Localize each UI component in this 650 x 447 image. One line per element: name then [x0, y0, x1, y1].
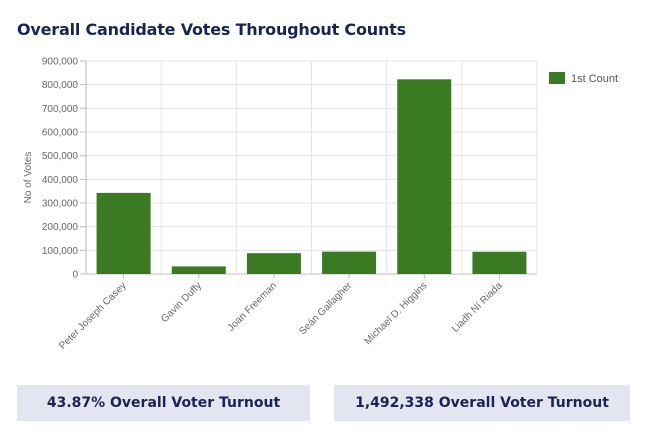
legend-label: 1st Count [571, 73, 618, 85]
y-tick-label: 200,000 [42, 222, 79, 233]
x-tick-label: Michael D. Higgins [363, 280, 430, 347]
y-tick-label: 600,000 [42, 128, 79, 139]
y-axis-label: No of Votes [23, 152, 34, 204]
bar [246, 253, 301, 274]
y-tick-label: 400,000 [42, 175, 79, 186]
x-tick-label: Joan Freeman [226, 280, 279, 333]
x-tick-label: Seán Gallagher [297, 280, 354, 337]
bar [397, 79, 452, 274]
bar [171, 266, 226, 274]
y-tick-label: 800,000 [42, 80, 79, 91]
legend-swatch [549, 72, 565, 84]
x-tick-label: Liadh Ní Riada [450, 280, 505, 335]
y-tick-label: 700,000 [42, 104, 79, 115]
y-tick-label: 0 [72, 270, 78, 281]
turnout-percent-card: 43.87% Overall Voter Turnout [17, 385, 310, 421]
y-tick-label: 500,000 [42, 151, 79, 162]
bar [322, 251, 377, 274]
y-tick-label: 900,000 [42, 57, 79, 68]
bar-chart: 0 100,000 200,000 300,000 400,000 500,000 600,… [23, 57, 618, 352]
bar [472, 251, 527, 274]
chart-title: Overall Candidate Votes Throughout Count… [17, 20, 406, 39]
turnout-count-label: 1,492,338 Overall Voter Turnout [355, 395, 609, 411]
y-tick-label: 100,000 [42, 246, 79, 257]
bar [96, 192, 151, 274]
y-tick-label: 300,000 [42, 199, 79, 210]
turnout-percent-label: 43.87% Overall Voter Turnout [46, 395, 281, 411]
x-tick-label: Gavin Duffy [159, 280, 204, 325]
x-tick-label: Peter Joseph Casey [57, 280, 128, 351]
turnout-count-card: 1,492,338 Overall Voter Turnout [334, 385, 630, 421]
